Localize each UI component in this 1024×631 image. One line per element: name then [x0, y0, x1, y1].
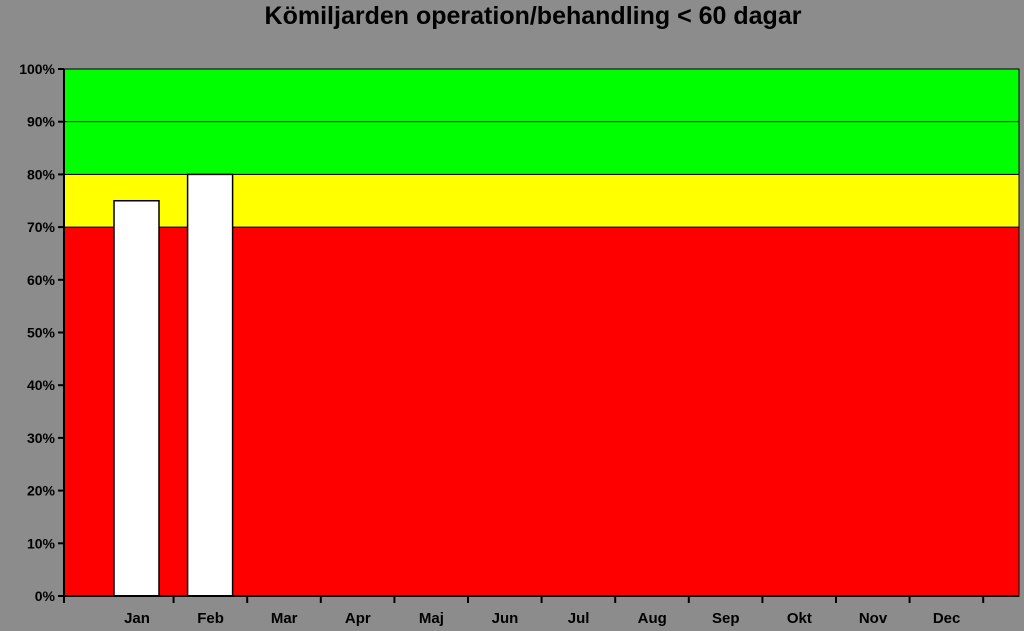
x-axis-ticks: Jan Feb Mar Apr Maj Jun Jul Aug Sep Okt Nov Dec — [63, 596, 985, 627]
x-tick-label-feb: Feb — [197, 610, 224, 627]
y-tick-label: 90% — [27, 114, 56, 130]
x-tick-label-nov: Nov — [859, 610, 888, 627]
y-tick-label: 40% — [27, 377, 56, 393]
x-tick-label-maj: Maj — [419, 610, 444, 627]
x-tick-label-dec: Dec — [933, 610, 961, 627]
y-tick-label: 80% — [27, 166, 56, 182]
x-tick-label-jul: Jul — [568, 610, 590, 627]
bar-series — [113, 173, 234, 597]
x-tick-label-jun: Jun — [492, 610, 519, 627]
x-tick-label-aug: Aug — [638, 610, 667, 627]
x-tick-label-okt: Okt — [787, 610, 812, 627]
y-tick-label: 50% — [27, 325, 56, 341]
y-tick-label: 30% — [27, 430, 56, 446]
bar-feb — [186, 173, 234, 597]
x-tick-label-mar: Mar — [271, 610, 298, 627]
x-tick-label-jan: Jan — [124, 610, 150, 627]
y-tick-label: 70% — [27, 219, 56, 235]
y-tick-label: 0% — [35, 588, 56, 604]
y-tick-label: 10% — [27, 535, 56, 551]
y-tick-label: 60% — [27, 272, 56, 288]
y-tick-label: 100% — [19, 61, 55, 77]
y-axis-ticks: 0% 10% 20% 30% 40% 50% 60% 70% 80% 90% 100% — [19, 61, 64, 604]
y-tick-label: 20% — [27, 483, 56, 499]
x-tick-label-apr: Apr — [345, 610, 371, 627]
bar-jan — [113, 200, 160, 597]
x-tick-label-sep: Sep — [712, 610, 740, 627]
chart-title: Kömiljarden operation/behandling < 60 da… — [265, 2, 802, 30]
